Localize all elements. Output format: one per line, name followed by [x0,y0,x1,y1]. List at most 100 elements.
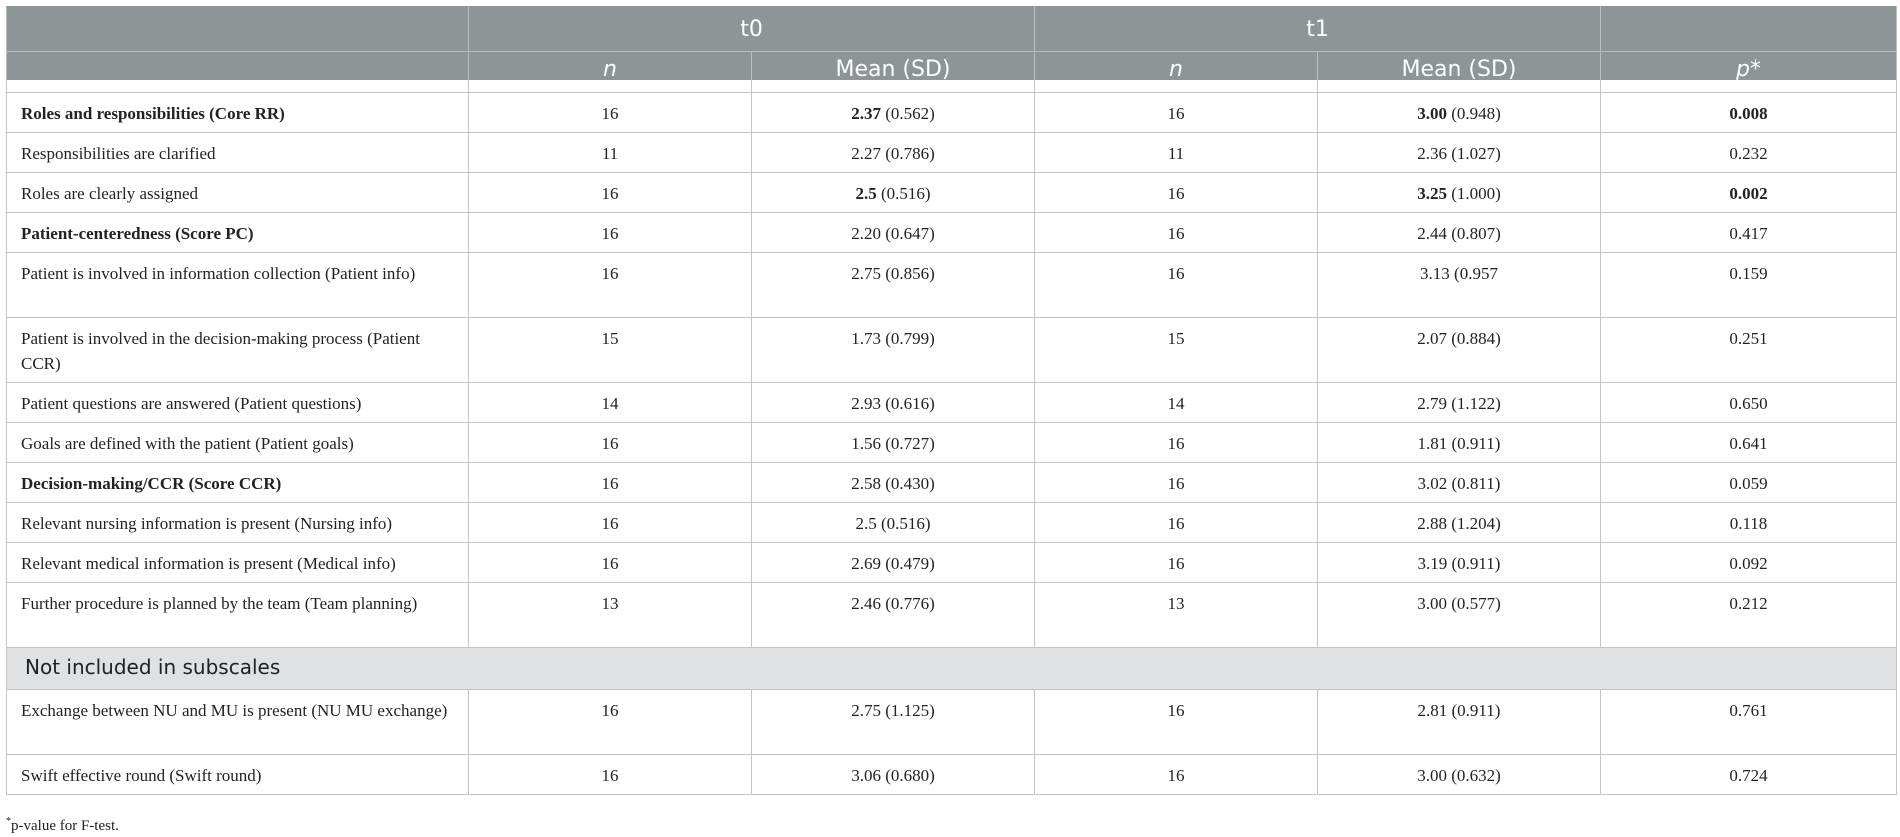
cell-n-t1: 15 [1034,317,1318,383]
cell-n-t0: 16 [468,462,752,503]
cell-mean-t1: 2.81 (0.911) [1317,689,1601,755]
cell-mean-t0-value: 2.5 [855,184,877,203]
cell-n-t0: 16 [468,689,752,755]
cell-n-t0: 16 [468,542,752,583]
cell-n-t0: 16 [468,502,752,543]
cell-mean-t0-value: 1.73 [851,329,881,348]
cell-mean-t1-value: 3.00 [1417,104,1447,123]
cell-n-t0: 15 [468,317,752,383]
row-label: Relevant medical information is present … [6,542,469,583]
cell-n-t0: 14 [468,382,752,423]
cell-n-t0: 16 [468,212,752,253]
cell-p-value: 0.008 [1600,92,1897,133]
header-n-t0: n [468,51,752,80]
cell-mean-t1-value: 2.79 [1417,394,1447,413]
row-label: Responsibilities are clarified [6,132,469,173]
cell-n-t1: 16 [1034,92,1318,133]
table-row: Patient-centeredness (Score PC) 16 2.20 (0… [6,212,1897,253]
row-label: Patient questions are answered (Patient … [6,382,469,423]
cell-mean-t1-sd: (0.632) [1446,766,1501,785]
cell-n-t1: 16 [1034,252,1318,318]
cell-n-t1: 14 [1034,382,1318,423]
cell-p-value: 0.092 [1600,542,1897,583]
cell-n-t1: 16 [1034,172,1318,213]
cell-mean-t0-sd: (0.562) [880,104,935,123]
row-label: Roles and responsibilities (Core RR) [6,92,469,133]
row-label: Goals are defined with the patient (Pati… [6,422,469,463]
cell-mean-t1-value: 2.81 [1417,701,1448,720]
header-group-t0: t0 [468,6,1035,52]
cell-mean-t1: 3.19 (0.911) [1317,542,1601,583]
header-n-t1: n [1034,51,1318,80]
cell-mean-t1-value: 3.02 [1417,474,1448,493]
row-label: Patient is involved in information colle… [6,252,469,318]
cell-n-t1: 13 [1034,582,1318,648]
header-gap-cell [1317,80,1601,93]
cell-p-value: 0.059 [1600,462,1897,503]
cell-mean-t1: 3.00 (0.948) [1317,92,1601,133]
cell-mean-t0-sd: (0.516) [876,514,931,533]
cell-mean-t0: 2.93 (0.616) [751,382,1035,423]
cell-mean-t1: 2.88 (1.204) [1317,502,1601,543]
cell-p-value: 0.002 [1600,172,1897,213]
footnote-marker: * [6,816,11,827]
table-row: Patient is involved in information colle… [6,252,1897,318]
cell-mean-t1: 2.36 (1.027) [1317,132,1601,173]
cell-mean-t1-value: 2.88 [1417,514,1447,533]
cell-n-t1: 16 [1034,754,1318,795]
results-table-container: t0 t1 n Mean (SD) n Mean (SD) p* Rol [6,6,1897,795]
cell-p-value: 0.641 [1600,422,1897,463]
cell-mean-t1: 3.25 (1.000) [1317,172,1601,213]
table-row: Roles are clearly assigned 16 2.5 (0.516) 1… [6,172,1897,213]
cell-n-t1: 16 [1034,212,1318,253]
cell-p-value: 0.159 [1600,252,1897,318]
header-n-t0-text: n [603,57,617,80]
header-p-value: p* [1600,51,1897,80]
cell-n-t0: 16 [468,252,752,318]
header-mean-t1: Mean (SD) [1317,51,1601,80]
table-row: Further procedure is planned by the team… [6,582,1897,648]
header-empty-cell [6,6,469,52]
cell-mean-t0-sd: (0.430) [880,474,935,493]
cell-p-value-text: 0.212 [1729,594,1768,613]
cell-n-t0: 16 [468,754,752,795]
cell-n-t0: 16 [468,92,752,133]
table-row: Relevant nursing information is present … [6,502,1897,543]
header-empty-cell [1600,6,1897,52]
cell-mean-t0-value: 2.46 [851,594,881,613]
cell-p-value-text: 0.059 [1729,474,1768,493]
cell-mean-t0: 1.56 (0.727) [751,422,1035,463]
cell-mean-t0: 2.58 (0.430) [751,462,1035,503]
cell-p-value: 0.232 [1600,132,1897,173]
cell-n-t0: 13 [468,582,752,648]
cell-mean-t0: 2.46 (0.776) [751,582,1035,648]
cell-mean-t1: 3.13 (0.957 [1317,252,1601,318]
cell-mean-t0-sd: (0.776) [880,594,935,613]
cell-mean-t0: 2.69 (0.479) [751,542,1035,583]
cell-p-value: 0.761 [1600,689,1897,755]
header-mean-t0-text: Mean (SD) [835,57,951,80]
cell-mean-t0-value: 2.20 [851,224,881,243]
header-gap-cell [1600,80,1897,93]
cell-n-t1: 16 [1034,462,1318,503]
cell-mean-t1-value: 1.81 [1417,434,1448,453]
row-label: Relevant nursing information is present … [6,502,469,543]
cell-mean-t0: 3.06 (0.680) [751,754,1035,795]
cell-p-value-text: 0.159 [1729,264,1768,283]
cell-mean-t1: 2.44 (0.807) [1317,212,1601,253]
table-row: Roles and responsibilities (Core RR) 16 2.… [6,92,1897,133]
section-row: Not included in subscales [6,647,1897,690]
cell-mean-t1: 3.00 (0.632) [1317,754,1601,795]
cell-p-value-text: 0.761 [1729,701,1768,720]
cell-mean-t0: 2.5 (0.516) [751,172,1035,213]
table-row: Relevant medical information is present … [6,542,1897,583]
cell-mean-t0-sd: (0.727) [880,434,935,453]
row-label: Roles are clearly assigned [6,172,469,213]
table-row: Responsibilities are clarified 11 2.27 (0.… [6,132,1897,173]
cell-p-value: 0.251 [1600,317,1897,383]
header-group-t1: t1 [1034,6,1601,52]
header-mean-t0: Mean (SD) [751,51,1035,80]
cell-p-value: 0.417 [1600,212,1897,253]
cell-p-value-text: 0.118 [1729,514,1768,533]
cell-mean-t1-sd: (0.948) [1446,104,1501,123]
